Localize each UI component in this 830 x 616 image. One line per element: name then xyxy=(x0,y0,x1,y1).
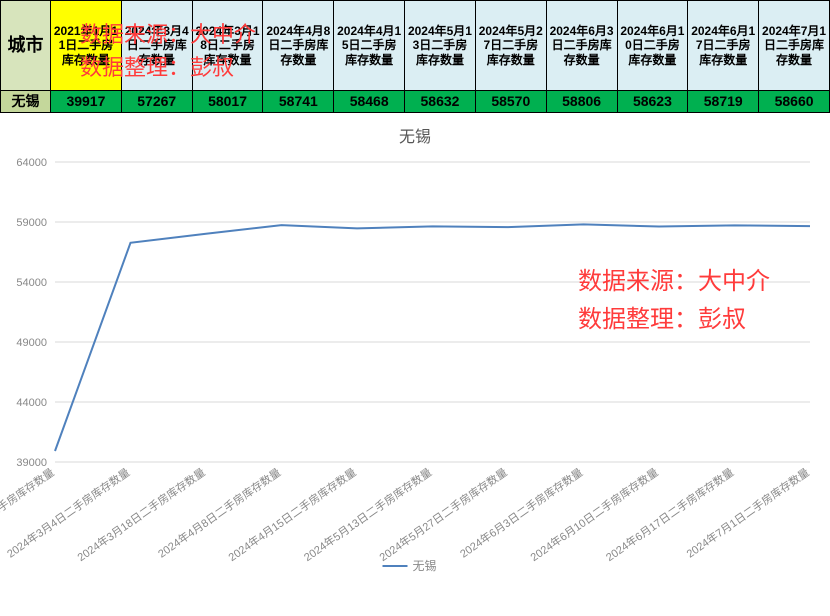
table-col-header: 2024年3月18日二手房库存数量 xyxy=(192,1,263,91)
table-col-header: 2024年3月4日二手房库存数量 xyxy=(121,1,192,91)
row-header-label: 城市 xyxy=(1,1,51,91)
svg-text:2024年3月18日二手房库存数量: 2024年3月18日二手房库存数量 xyxy=(75,465,208,564)
table-value-cell: 58632 xyxy=(405,91,476,113)
table-col-header: 2024年6月10日二手房库存数量 xyxy=(617,1,688,91)
table-value-cell: 57267 xyxy=(121,91,192,113)
table-value-cell: 58570 xyxy=(475,91,546,113)
page-container: 城市 2021年1月11日二手房库存数量2024年3月4日二手房库存数量2024… xyxy=(0,0,830,613)
svg-text:64000: 64000 xyxy=(16,157,47,169)
svg-text:2024年3月4日二手房库存数量: 2024年3月4日二手房库存数量 xyxy=(4,465,132,561)
svg-text:2024年7月1日二手房库存数量: 2024年7月1日二手房库存数量 xyxy=(684,465,812,561)
svg-text:54000: 54000 xyxy=(16,277,47,289)
table-data-row: 无锡 3991757267580175874158468586325857058… xyxy=(1,91,830,113)
table-col-header: 2024年4月15日二手房库存数量 xyxy=(334,1,405,91)
table-value-cell: 58741 xyxy=(263,91,334,113)
chart-wrap: 无锡 3900044000490005400059000640002021年1月… xyxy=(0,113,830,613)
table-col-header: 2024年6月17日二手房库存数量 xyxy=(688,1,759,91)
svg-text:2024年4月15日二手房库存数量: 2024年4月15日二手房库存数量 xyxy=(226,465,359,564)
table-value-cell: 58806 xyxy=(546,91,617,113)
svg-text:59000: 59000 xyxy=(16,217,47,229)
table-header-row: 城市 2021年1月11日二手房库存数量2024年3月4日二手房库存数量2024… xyxy=(1,1,830,91)
line-chart: 3900044000490005400059000640002021年1月11日… xyxy=(0,152,830,582)
table-value-cell: 58017 xyxy=(192,91,263,113)
table-value-cell: 58623 xyxy=(617,91,688,113)
table-col-header: 2024年5月27日二手房库存数量 xyxy=(475,1,546,91)
table-value-cell: 58468 xyxy=(334,91,405,113)
svg-text:2024年6月3日二手房库存数量: 2024年6月3日二手房库存数量 xyxy=(457,465,585,561)
table-col-header: 2021年1月11日二手房库存数量 xyxy=(51,1,122,91)
table-value-cell: 39917 xyxy=(51,91,122,113)
svg-text:2024年5月13日二手房库存数量: 2024年5月13日二手房库存数量 xyxy=(301,465,434,564)
svg-text:2024年6月10日二手房库存数量: 2024年6月10日二手房库存数量 xyxy=(528,465,661,564)
svg-text:2024年5月27日二手房库存数量: 2024年5月27日二手房库存数量 xyxy=(377,465,510,564)
svg-text:49000: 49000 xyxy=(16,337,47,349)
table-col-header: 2024年4月8日二手房库存数量 xyxy=(263,1,334,91)
inventory-table: 城市 2021年1月11日二手房库存数量2024年3月4日二手房库存数量2024… xyxy=(0,0,830,113)
table-col-header: 2024年7月1日二手房库存数量 xyxy=(759,1,830,91)
table-col-header: 2024年6月3日二手房库存数量 xyxy=(546,1,617,91)
table-wrap: 城市 2021年1月11日二手房库存数量2024年3月4日二手房库存数量2024… xyxy=(0,0,830,113)
table-col-header: 2024年5月13日二手房库存数量 xyxy=(405,1,476,91)
svg-text:2024年4月8日二手房库存数量: 2024年4月8日二手房库存数量 xyxy=(155,465,283,561)
svg-text:44000: 44000 xyxy=(16,397,47,409)
city-name-cell: 无锡 xyxy=(1,91,51,113)
svg-text:39000: 39000 xyxy=(16,457,47,469)
table-value-cell: 58660 xyxy=(759,91,830,113)
svg-text:2024年6月17日二手房库存数量: 2024年6月17日二手房库存数量 xyxy=(603,465,736,564)
chart-title: 无锡 xyxy=(0,113,830,152)
svg-text:无锡: 无锡 xyxy=(413,558,437,573)
table-value-cell: 58719 xyxy=(688,91,759,113)
